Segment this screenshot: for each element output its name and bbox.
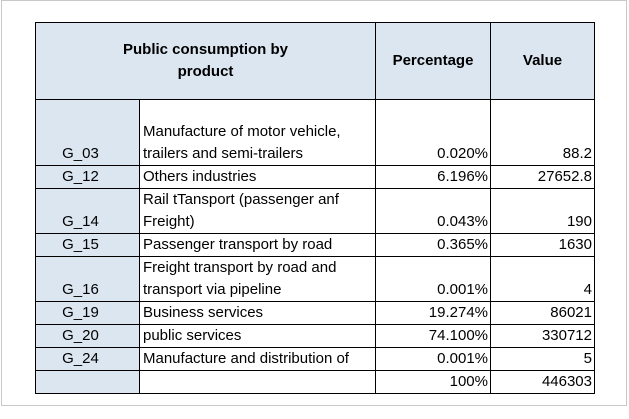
percentage-cell: 6.196% — [375, 165, 491, 189]
total-value: 446303 — [490, 370, 595, 394]
percentage-header: Percentage — [375, 22, 491, 100]
product-code: G_24 — [35, 347, 140, 371]
product-code: G_14 — [35, 188, 140, 234]
product-name: public services — [139, 324, 376, 348]
table-row: G_20 public services 74.100% 330712 — [35, 324, 595, 348]
product-name: Manufacture and distribution of — [139, 347, 376, 371]
product-code: G_15 — [35, 233, 140, 257]
product-name: Rail tTansport (passenger anf Freight) — [139, 188, 376, 234]
total-code-cell — [35, 370, 140, 394]
percentage-cell: 0.001% — [375, 256, 491, 302]
table-row: G_24 Manufacture and distribution of 0.0… — [35, 347, 595, 371]
product-code: G_03 — [35, 99, 140, 166]
product-name: Others industries — [139, 165, 376, 189]
table-row: G_12 Others industries 6.196% 27652.8 — [35, 165, 595, 189]
table-title: Public consumption by product — [35, 22, 376, 100]
product-code: G_12 — [35, 165, 140, 189]
value-cell: 88.2 — [490, 99, 595, 166]
public-consumption-table: Public consumption by product Percentage… — [35, 22, 595, 394]
percentage-cell: 0.043% — [375, 188, 491, 234]
product-code: G_16 — [35, 256, 140, 302]
value-header: Value — [490, 22, 595, 100]
header-row: Public consumption by product Percentage… — [35, 22, 595, 100]
total-percentage: 100% — [375, 370, 491, 394]
value-cell: 330712 — [490, 324, 595, 348]
table-row: G_19 Business services 19.274% 86021 — [35, 301, 595, 325]
product-name: Passenger transport by road — [139, 233, 376, 257]
table-row: G_16 Freight transport by road and trans… — [35, 256, 595, 302]
product-name: Business services — [139, 301, 376, 325]
percentage-cell: 0.001% — [375, 347, 491, 371]
product-code: G_20 — [35, 324, 140, 348]
percentage-cell: 74.100% — [375, 324, 491, 348]
total-row: 100% 446303 — [35, 370, 595, 394]
product-code: G_19 — [35, 301, 140, 325]
percentage-cell: 19.274% — [375, 301, 491, 325]
product-name: Manufacture of motor vehicle, trailers a… — [139, 99, 376, 166]
value-cell: 86021 — [490, 301, 595, 325]
value-cell: 190 — [490, 188, 595, 234]
product-name: Freight transport by road and transport … — [139, 256, 376, 302]
value-cell: 1630 — [490, 233, 595, 257]
percentage-cell: 0.365% — [375, 233, 491, 257]
table-row: G_14 Rail tTansport (passenger anf Freig… — [35, 188, 595, 234]
table-row: G_15 Passenger transport by road 0.365% … — [35, 233, 595, 257]
total-label-cell — [139, 370, 376, 394]
table-row: G_03 Manufacture of motor vehicle, trail… — [35, 99, 595, 166]
value-cell: 27652.8 — [490, 165, 595, 189]
percentage-cell: 0.020% — [375, 99, 491, 166]
value-cell: 4 — [490, 256, 595, 302]
value-cell: 5 — [490, 347, 595, 371]
